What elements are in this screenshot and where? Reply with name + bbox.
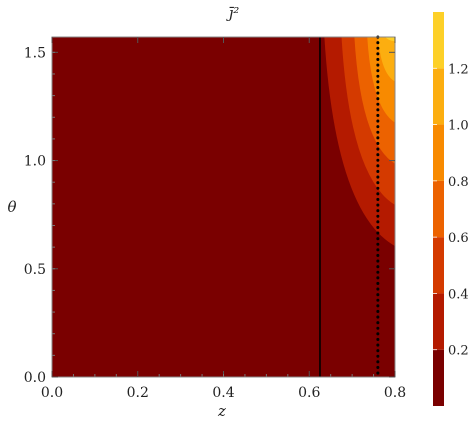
colorbar-swatch	[433, 68, 444, 125]
colorbar-swatch	[433, 237, 444, 294]
colorbar-swatch	[433, 293, 444, 350]
colorbar-tick-label: 1.0	[448, 119, 469, 134]
colorbar-tick-label: 0.6	[448, 231, 469, 246]
x-tick-label: 0.0	[41, 385, 63, 401]
colorbar-swatch	[433, 124, 444, 181]
colorbar-swatch	[433, 180, 444, 238]
x-tick-label: 0.4	[212, 385, 234, 401]
y-tick-label: 1.0	[24, 154, 46, 170]
colorbar: 0.2 0.4 0.6 0.8 1.0 1.2	[433, 12, 469, 406]
contour-band-6	[385, 37, 395, 42]
contour-band-5	[378, 37, 395, 82]
y-tick-label: 1.5	[24, 45, 46, 61]
x-axis: 0.0 0.2 0.4 0.6 0.8	[41, 37, 406, 401]
x-tick-label: 0.8	[384, 385, 406, 401]
colorbar-tick-label: 1.2	[448, 62, 469, 77]
plot-area	[52, 37, 395, 377]
colorbar-swatch	[433, 12, 444, 69]
y-axis-label: θ	[7, 198, 16, 216]
colorbar-tick-label: 0.4	[448, 287, 469, 302]
y-tick-label: 0.0	[24, 370, 46, 386]
reference-lines	[319, 35, 380, 379]
y-tick-label: 0.5	[24, 262, 46, 278]
x-tick-label: 0.6	[298, 385, 320, 401]
colorbar-swatch	[433, 349, 444, 406]
colorbar-tick-label: 0.8	[448, 175, 469, 190]
x-axis-label: z	[217, 402, 226, 420]
y-axis: 0.0 0.5 1.0 1.5	[24, 45, 395, 386]
colorbar-tick-label: 0.2	[448, 344, 469, 359]
chart-title: j̄²	[226, 4, 240, 22]
x-tick-label: 0.2	[127, 385, 149, 401]
